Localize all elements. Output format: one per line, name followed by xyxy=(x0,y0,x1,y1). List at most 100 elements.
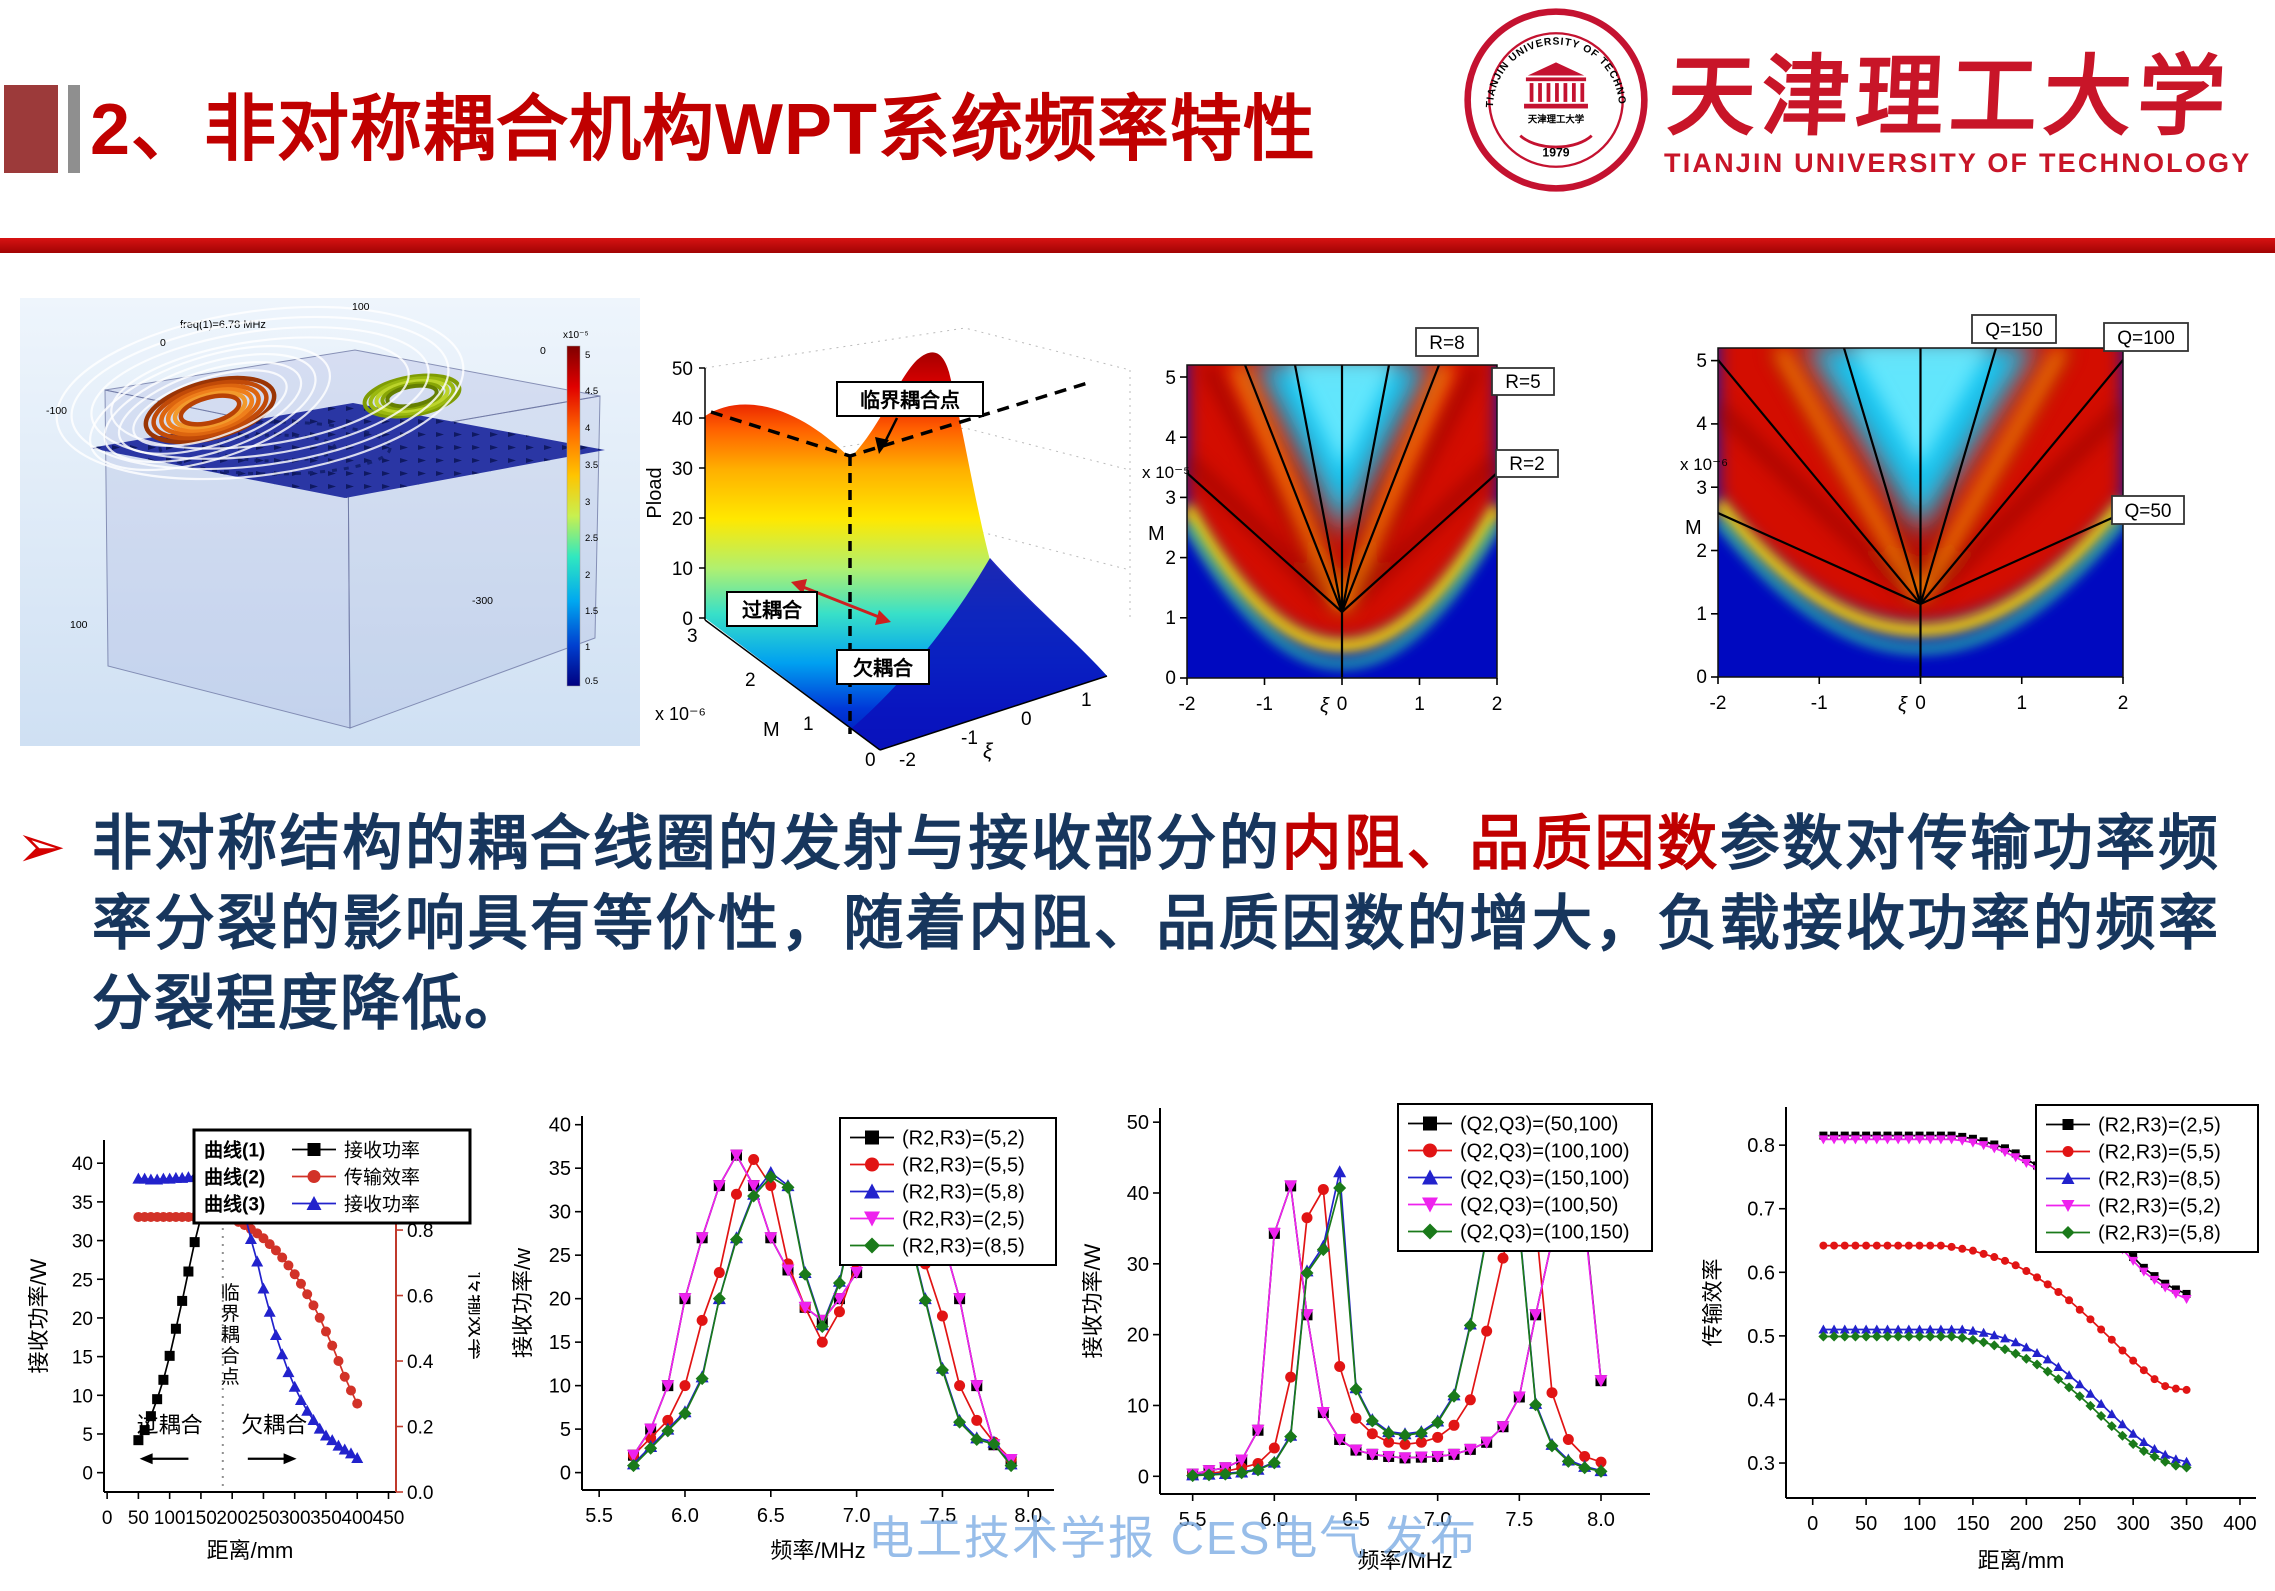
heatmap-r-xtick-labels: -2 -1 0 1 2 xyxy=(1179,694,1503,715)
svg-text:20: 20 xyxy=(672,509,693,530)
svg-text:x10⁻⁵: x10⁻⁵ xyxy=(563,330,589,341)
chart-power-efficiency-vs-distance: 0 50 100 150 200 250 300 350 400 450 0 5 10 15 20 25 30 3… xyxy=(28,1118,480,1570)
svg-text:6.0: 6.0 xyxy=(671,1505,699,1527)
surface-floor xyxy=(852,558,1107,750)
svg-text:(R2,R3)=(8,5): (R2,R3)=(8,5) xyxy=(902,1236,1025,1258)
svg-text:25: 25 xyxy=(72,1270,93,1291)
svg-text:1: 1 xyxy=(2016,693,2027,714)
svg-text:5: 5 xyxy=(1165,368,1176,389)
bullet-arrow-icon: ➢ xyxy=(16,813,67,880)
svg-text:0.5: 0.5 xyxy=(1747,1326,1775,1348)
svg-text:1: 1 xyxy=(803,714,814,735)
heatmap-r-plot xyxy=(1186,364,1498,679)
heatmap-r-ticks xyxy=(1180,376,1498,685)
svg-text:(R2,R3)=(8,5): (R2,R3)=(8,5) xyxy=(2098,1169,2221,1191)
svg-text:1: 1 xyxy=(1081,690,1092,711)
svg-text:40: 40 xyxy=(549,1115,571,1137)
svg-text:350: 350 xyxy=(2170,1513,2203,1535)
svg-text:150: 150 xyxy=(185,1508,217,1529)
svg-text:0: 0 xyxy=(1915,693,1926,714)
heatmap-r-boxes: R=8 R=5 R=2 xyxy=(1415,327,1559,478)
svg-text:0: 0 xyxy=(1807,1513,1818,1535)
header-accent-square xyxy=(4,85,58,173)
svg-text:2: 2 xyxy=(1492,694,1503,715)
university-name-en: TIANJIN UNIVERSITY OF TECHNOLOGY xyxy=(1664,148,2252,178)
svg-text:200: 200 xyxy=(216,1508,248,1529)
svg-text:-2: -2 xyxy=(1179,694,1196,715)
svg-text:7.0: 7.0 xyxy=(843,1505,871,1527)
surface-annotations: 临界耦合点 过耦合 欠耦合 xyxy=(726,381,984,685)
svg-text:R=2: R=2 xyxy=(1509,454,1544,475)
svg-text:0.6: 0.6 xyxy=(1747,1262,1775,1284)
figure-heatmap-resistance: 5 4 3 2 1 0 -2 -1 0 1 2 x 10⁻⁵ M ξ R=8 R xyxy=(1140,282,1700,774)
svg-text:35: 35 xyxy=(549,1158,571,1180)
svg-text:曲线(2): 曲线(2) xyxy=(204,1166,265,1189)
heatmap-r-xlabel: ξ xyxy=(1320,695,1330,717)
svg-text:-2: -2 xyxy=(1710,693,1727,714)
svg-text:R=5: R=5 xyxy=(1505,372,1540,393)
svg-text:0: 0 xyxy=(82,1464,93,1485)
svg-text:10: 10 xyxy=(672,559,693,580)
svg-text:(Q2,Q3)=(100,50): (Q2,Q3)=(100,50) xyxy=(1460,1195,1618,1217)
svg-text:40: 40 xyxy=(72,1154,93,1175)
svg-text:传输效率: 传输效率 xyxy=(465,1272,480,1360)
svg-text:6.0: 6.0 xyxy=(1260,1509,1288,1531)
svg-text:接收功率/W: 接收功率/W xyxy=(1082,1243,1105,1358)
svg-text:过耦合: 过耦合 xyxy=(742,598,803,622)
svg-text:临界耦合点: 临界耦合点 xyxy=(221,1282,240,1388)
pload-tick-labels: 50 40 30 20 10 0 xyxy=(672,359,693,630)
svg-text:0: 0 xyxy=(1337,694,1348,715)
svg-text:(R2,R3)=(2,5): (R2,R3)=(2,5) xyxy=(2098,1115,2221,1137)
svg-text:(R2,R3)=(5,5): (R2,R3)=(5,5) xyxy=(2098,1142,2221,1164)
svg-text:3: 3 xyxy=(687,626,698,647)
svg-text:频率/MHz: 频率/MHz xyxy=(1357,1548,1452,1573)
svg-text:距离/mm: 距离/mm xyxy=(1978,1548,2065,1573)
svg-text:100: 100 xyxy=(70,619,88,631)
svg-text:0.3: 0.3 xyxy=(1747,1453,1775,1475)
chart-efficiency-vs-distance: 0 50 100 150 200 250 300 350 400 0.3 0.4 0.5 0.6 0.7 0… xyxy=(1702,1085,2274,1580)
svg-text:临界耦合点: 临界耦合点 xyxy=(860,388,960,412)
svg-text:200: 200 xyxy=(2010,1513,2043,1535)
svg-text:0.6: 0.6 xyxy=(407,1287,433,1308)
svg-text:传输效率: 传输效率 xyxy=(344,1167,420,1189)
svg-text:3: 3 xyxy=(1696,478,1707,499)
svg-text:5: 5 xyxy=(560,1419,571,1441)
header-divider xyxy=(0,238,2275,253)
svg-text:0: 0 xyxy=(540,345,546,357)
bullet-text: 非对称结构的耦合线圈的发射与接收部分的内阻、品质因数参数对传输功率频率分裂的影响… xyxy=(92,804,2220,1044)
svg-text:4: 4 xyxy=(585,423,590,434)
svg-text:0.5: 0.5 xyxy=(585,676,598,687)
watermark: 电工技术学报 CES电气 发布 xyxy=(868,1512,1479,1564)
svg-text:0.7: 0.7 xyxy=(1747,1199,1775,1221)
heatmap-q-ytick-labels: 5 4 3 2 1 0 xyxy=(1696,351,1707,688)
heatmap-q-boxes: Q=150 Q=100 Q=50 xyxy=(1971,314,2189,525)
heatmap-r-ytick-labels: 5 4 3 2 1 0 xyxy=(1165,368,1176,689)
svg-text:400: 400 xyxy=(2223,1513,2256,1535)
heatmap-q-xtick-labels: -2 -1 0 1 2 xyxy=(1710,693,2129,714)
box-axis-ticks: 100 0 0 -100 100 -300 xyxy=(46,301,546,631)
svg-text:1: 1 xyxy=(1696,604,1707,625)
svg-text:150: 150 xyxy=(1956,1513,1989,1535)
svg-text:5: 5 xyxy=(585,350,590,361)
svg-text:100: 100 xyxy=(352,301,370,313)
xi-axis-label: ξ xyxy=(983,740,994,763)
svg-text:2: 2 xyxy=(585,570,590,581)
svg-text:4: 4 xyxy=(1696,414,1707,435)
chart-power-vs-frequency-quality: 5.5 6.0 6.5 7.0 7.5 8.0 0 10 20 30 40 50 频率/MHz 接收功率/… xyxy=(1082,1082,1664,1580)
figure-heatmap-quality: 5 4 3 2 1 0 -2 -1 0 1 2 x 10⁻⁶ M ξ Q=150 xyxy=(1680,282,2275,774)
svg-text:3: 3 xyxy=(585,497,590,508)
svg-text:(R2,R3)=(5,2): (R2,R3)=(5,2) xyxy=(2098,1196,2221,1218)
svg-text:(Q2,Q3)=(100,150): (Q2,Q3)=(100,150) xyxy=(1460,1222,1630,1244)
seal-year-text: 1979 xyxy=(1542,145,1569,159)
page-title: 2、非对称耦合机构WPT系统频率特性 xyxy=(90,90,1317,170)
svg-text:7.5: 7.5 xyxy=(929,1505,957,1527)
svg-text:接收功率/w: 接收功率/w xyxy=(512,1248,535,1358)
svg-text:0: 0 xyxy=(160,337,166,349)
svg-text:100: 100 xyxy=(1903,1513,1936,1535)
svg-text:6.5: 6.5 xyxy=(1342,1509,1370,1531)
svg-text:(R2,R3)=(2,5): (R2,R3)=(2,5) xyxy=(902,1209,1025,1231)
m-axis-label: M xyxy=(763,719,780,741)
svg-text:-1: -1 xyxy=(961,728,978,749)
svg-text:2: 2 xyxy=(1696,541,1707,562)
